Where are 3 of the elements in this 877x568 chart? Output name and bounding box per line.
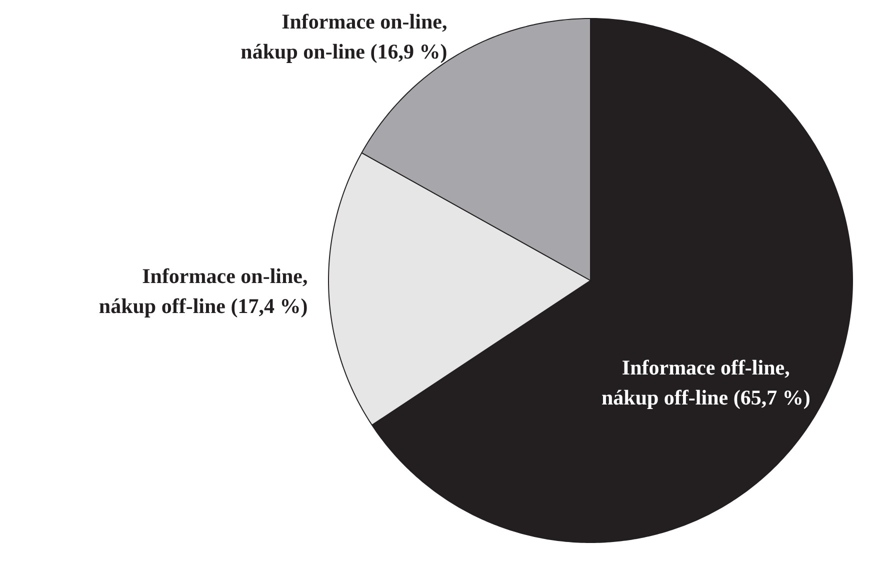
slice-label: Informace off-line, nákup off-line (65,7 %) [601,356,810,410]
slice-label: Informace on-line, nákup off-line (17,4 %) [98,264,308,318]
slice-label: Informace on-line, nákup on-line (16,9 %) [240,9,448,64]
